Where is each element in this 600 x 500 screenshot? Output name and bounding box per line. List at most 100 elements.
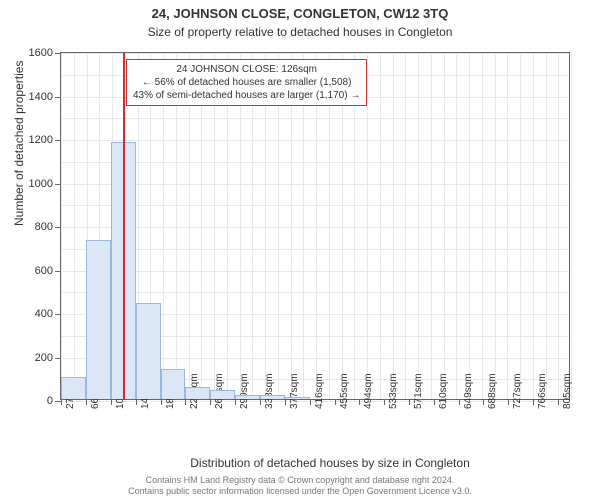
x-tick — [136, 399, 137, 405]
histogram-chart: 24, JOHNSON CLOSE, CONGLETON, CW12 3TQ S… — [0, 0, 600, 500]
histogram-bar — [86, 240, 111, 399]
grid-line-v — [418, 53, 419, 399]
histogram-bar — [260, 395, 285, 399]
x-tick-label: 805sqm — [562, 373, 573, 409]
x-tick — [483, 399, 484, 405]
grid-line-v — [546, 53, 547, 399]
grid-line-h — [61, 53, 569, 54]
annotation-line: 43% of semi-detached houses are larger (… — [133, 89, 360, 102]
histogram-bar — [61, 377, 86, 399]
grid-line-v — [431, 53, 432, 399]
x-tick — [285, 399, 286, 405]
annotation-line: 24 JOHNSON CLOSE: 126sqm — [133, 63, 360, 76]
x-tick — [310, 399, 311, 405]
annotation-box: 24 JOHNSON CLOSE: 126sqm← 56% of detache… — [126, 59, 367, 106]
histogram-bar — [185, 387, 210, 399]
x-tick — [434, 399, 435, 405]
grid-line-v — [482, 53, 483, 399]
y-tick-label: 0 — [47, 395, 53, 407]
y-axis-title: Number of detached properties — [12, 61, 26, 226]
x-tick — [260, 399, 261, 405]
grid-line-v — [520, 53, 521, 399]
histogram-bar — [235, 395, 260, 399]
y-tick — [55, 314, 61, 315]
y-tick-label: 1600 — [29, 47, 53, 59]
grid-line-v — [507, 53, 508, 399]
grid-line-v — [533, 53, 534, 399]
x-tick — [185, 399, 186, 405]
x-tick — [508, 399, 509, 405]
y-tick-label: 400 — [35, 308, 53, 320]
x-tick-label: 688sqm — [487, 373, 498, 409]
grid-line-v — [393, 53, 394, 399]
x-tick-label: 571sqm — [413, 373, 424, 409]
y-tick-label: 1400 — [29, 91, 53, 103]
y-tick — [55, 140, 61, 141]
x-axis-title: Distribution of detached houses by size … — [30, 456, 600, 470]
x-tick-label: 533sqm — [388, 373, 399, 409]
y-tick — [55, 271, 61, 272]
x-tick — [61, 399, 62, 405]
y-tick — [55, 227, 61, 228]
grid-line-h — [61, 118, 569, 119]
grid-line-h — [61, 292, 569, 293]
x-tick-label: 338sqm — [264, 373, 275, 409]
grid-line-v — [74, 53, 75, 399]
x-tick — [359, 399, 360, 405]
grid-line-h — [61, 205, 569, 206]
footer-line-1: Contains HM Land Registry data © Crown c… — [0, 475, 600, 487]
grid-line-v — [469, 53, 470, 399]
x-tick — [161, 399, 162, 405]
x-tick-label: 416sqm — [314, 373, 325, 409]
y-tick-label: 200 — [35, 352, 53, 364]
x-tick — [235, 399, 236, 405]
x-tick-label: 299sqm — [239, 373, 250, 409]
y-tick-label: 1200 — [29, 134, 53, 146]
x-tick — [86, 399, 87, 405]
grid-line-v — [558, 53, 559, 399]
grid-line-h — [61, 162, 569, 163]
x-tick-label: 494sqm — [363, 373, 374, 409]
y-tick — [55, 358, 61, 359]
x-tick — [210, 399, 211, 405]
grid-line-v — [456, 53, 457, 399]
plot-area: 0200400600800100012001400160027sqm66sqm1… — [60, 52, 570, 400]
x-tick-label: 649sqm — [463, 373, 474, 409]
footer-line-2: Contains public sector information licen… — [0, 486, 600, 498]
x-tick — [558, 399, 559, 405]
x-tick-label: 455sqm — [339, 373, 350, 409]
y-tick-label: 800 — [35, 221, 53, 233]
chart-title-sub: Size of property relative to detached ho… — [0, 21, 600, 39]
grid-line-v — [495, 53, 496, 399]
chart-footer: Contains HM Land Registry data © Crown c… — [0, 475, 600, 498]
grid-line-h — [61, 249, 569, 250]
y-tick-label: 1000 — [29, 178, 53, 190]
histogram-bar — [136, 303, 161, 399]
x-tick — [384, 399, 385, 405]
y-tick — [55, 97, 61, 98]
y-tick-label: 600 — [35, 265, 53, 277]
grid-line-v — [405, 53, 406, 399]
x-tick-label: 610sqm — [438, 373, 449, 409]
marker-line — [123, 53, 125, 399]
grid-line-h — [61, 184, 569, 185]
x-tick-label: 727sqm — [512, 373, 523, 409]
grid-line-v — [571, 53, 572, 399]
annotation-line: ← 56% of detached houses are smaller (1,… — [133, 76, 360, 89]
x-tick — [409, 399, 410, 405]
grid-line-v — [444, 53, 445, 399]
x-tick — [335, 399, 336, 405]
x-tick — [111, 399, 112, 405]
x-tick-label: 377sqm — [289, 373, 300, 409]
x-tick — [533, 399, 534, 405]
chart-title-main: 24, JOHNSON CLOSE, CONGLETON, CW12 3TQ — [0, 0, 600, 21]
grid-line-h — [61, 227, 569, 228]
x-tick-label: 766sqm — [537, 373, 548, 409]
histogram-bar — [161, 369, 185, 399]
grid-line-v — [380, 53, 381, 399]
histogram-bar — [285, 397, 310, 399]
grid-line-h — [61, 271, 569, 272]
y-tick — [55, 53, 61, 54]
x-tick — [459, 399, 460, 405]
grid-line-h — [61, 140, 569, 141]
